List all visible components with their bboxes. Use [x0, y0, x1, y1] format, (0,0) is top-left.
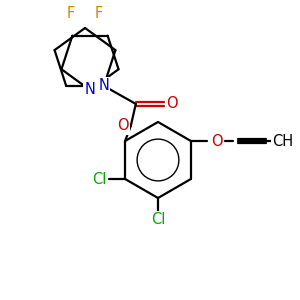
- Text: CH: CH: [272, 134, 293, 148]
- Text: N: N: [98, 78, 109, 93]
- Text: O: O: [166, 96, 178, 111]
- Text: Cl: Cl: [151, 212, 165, 227]
- Text: O: O: [117, 118, 129, 134]
- Text: N: N: [85, 82, 95, 98]
- Text: Cl: Cl: [92, 172, 106, 187]
- Text: F: F: [67, 7, 75, 22]
- Text: O: O: [211, 134, 223, 148]
- Text: F: F: [95, 7, 103, 22]
